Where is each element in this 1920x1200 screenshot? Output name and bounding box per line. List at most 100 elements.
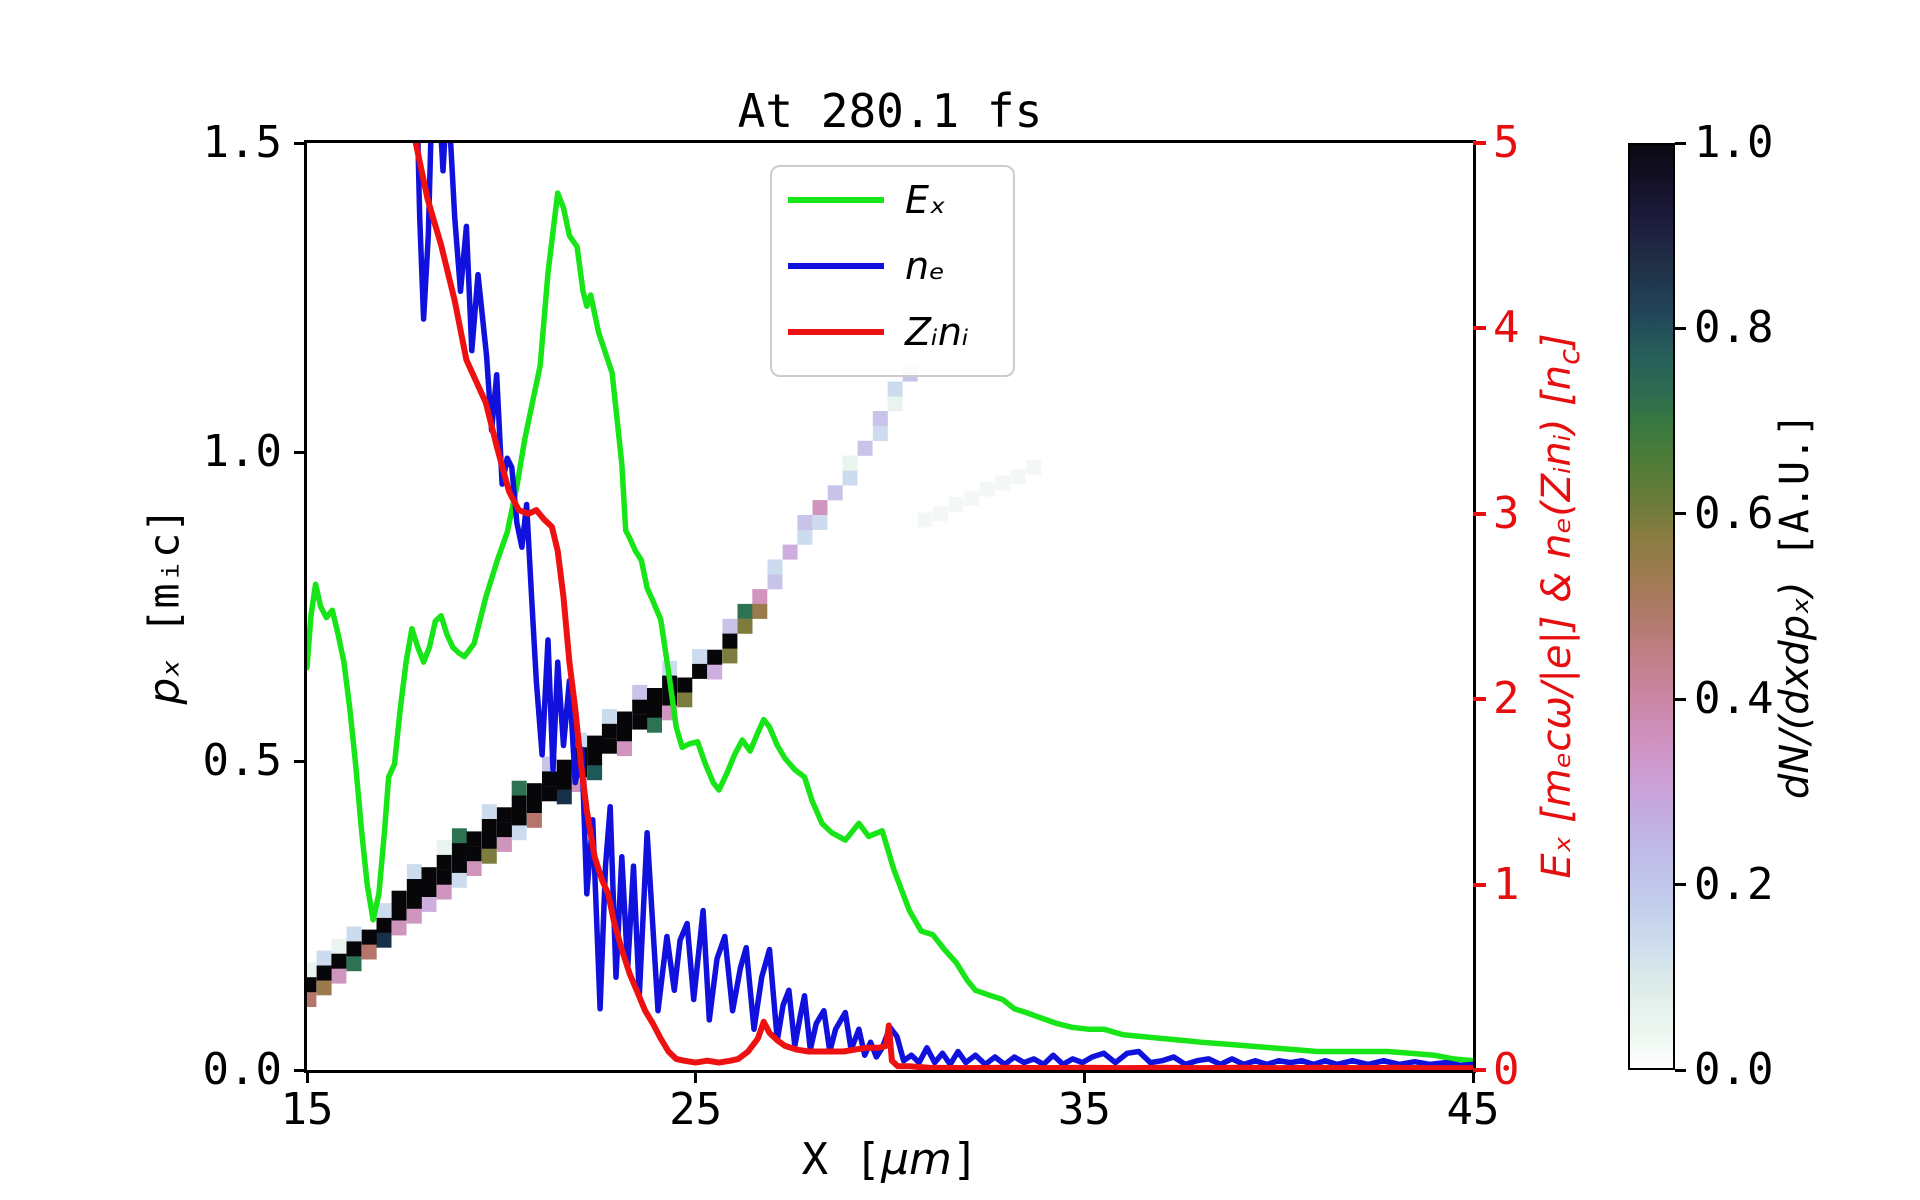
y-right-tick <box>1473 697 1486 702</box>
band-cell <box>436 854 452 870</box>
band-cell <box>617 741 632 757</box>
band-cell <box>752 589 768 605</box>
band-cell <box>496 822 512 838</box>
y-axis-label-left: pₓ [mᵢc] <box>139 507 189 705</box>
band-cell-faint <box>995 475 1011 491</box>
band-cell-faint <box>933 506 948 522</box>
band-cell <box>391 890 407 906</box>
band-cell <box>481 848 497 864</box>
band-cell <box>677 677 693 693</box>
legend-item-0: Eₓ <box>772 181 1017 219</box>
y-axis-label-right: Eₓ [mₑcω/|e|] & nₑ(Zᵢnᵢ) [nc] <box>1534 333 1586 879</box>
band-cell <box>451 843 467 859</box>
band-cell <box>307 977 317 993</box>
colorbar-tick-label: 0.4 <box>1694 673 1774 725</box>
band-cell <box>617 711 632 727</box>
band-cell <box>421 867 437 883</box>
y-left-tick <box>294 450 307 454</box>
band-cell <box>617 726 632 742</box>
y-right-tick-label: 3 <box>1493 487 1520 539</box>
legend-item-1: nₑ <box>772 247 1017 285</box>
band-cell <box>346 956 362 972</box>
colorbar-tick <box>1675 883 1686 887</box>
curve-Zini <box>412 143 1473 1070</box>
plot-title: At 280.1 fs <box>737 84 1043 138</box>
band-cell-faint <box>964 490 980 506</box>
band-cell <box>767 574 783 590</box>
band-cell <box>496 807 512 823</box>
band-cell <box>511 795 527 811</box>
band-cell <box>466 861 482 876</box>
band-cell <box>692 663 708 679</box>
y-right-tick <box>1473 326 1486 331</box>
band-cell <box>797 529 813 545</box>
x-tick <box>1471 1070 1475 1083</box>
band-cell <box>857 440 873 456</box>
band-cell <box>307 992 317 1007</box>
colorbar-tick-label: 1.0 <box>1694 117 1774 168</box>
y-left-tick <box>294 759 307 763</box>
band-cell <box>361 944 377 960</box>
band-cell <box>872 426 888 441</box>
band-cell <box>842 470 858 486</box>
band-cell <box>542 771 557 787</box>
band-cell <box>346 926 362 942</box>
y-left-tick <box>294 141 307 145</box>
x-tick <box>694 1070 698 1083</box>
legend-label: nₑ <box>905 244 945 288</box>
band-cell <box>556 759 572 775</box>
band-cell <box>647 702 662 718</box>
curve-Ex <box>307 190 1473 1064</box>
band-cell <box>331 953 347 969</box>
band-cell <box>376 932 392 948</box>
band-cell <box>466 831 482 847</box>
band-cell <box>466 846 482 862</box>
legend-box: Eₓ nₑ Zᵢnᵢ <box>770 165 1015 377</box>
band-cell <box>511 810 527 826</box>
band-cell <box>587 750 603 766</box>
colorbar-tick-label: 0.2 <box>1694 858 1774 910</box>
band-cell <box>361 929 377 945</box>
band-cell <box>511 780 527 796</box>
band-cell <box>436 840 452 855</box>
band-cell <box>481 833 497 849</box>
legend-line-swatch <box>788 263 884 269</box>
band-cell <box>632 714 648 730</box>
band-cell <box>767 559 783 575</box>
band-cell <box>496 836 512 852</box>
band-cell <box>346 941 362 957</box>
y-right-tick-label: 0 <box>1493 1044 1520 1095</box>
band-cell <box>451 872 467 888</box>
band-cell <box>707 664 723 680</box>
y-left-tick-label: 0.5 <box>202 735 282 786</box>
band-cell <box>737 603 753 619</box>
band-cell <box>647 717 662 733</box>
band-cell <box>451 857 467 873</box>
band-cell <box>722 633 738 649</box>
colorbar-tick-label: 0.8 <box>1694 302 1774 354</box>
band-cell <box>391 905 407 921</box>
band-cell <box>406 879 422 894</box>
y-left-tick <box>294 1068 307 1072</box>
band-cell <box>481 804 497 820</box>
legend-line-swatch <box>788 329 884 335</box>
y-right-tick-label: 5 <box>1493 117 1520 168</box>
y-right-tick-label: 4 <box>1493 302 1520 354</box>
band-cell <box>556 774 572 790</box>
band-cell <box>707 649 723 665</box>
band-cell <box>481 819 497 834</box>
x-tick-label: 25 <box>669 1084 723 1135</box>
legend-label: Zᵢnᵢ <box>905 310 969 354</box>
band-cell <box>752 603 768 619</box>
colorbar-tick <box>1675 697 1686 701</box>
band-cell <box>556 789 572 805</box>
colorbar-tick <box>1675 326 1686 330</box>
band-cell-faint <box>1010 469 1026 485</box>
band-cell <box>812 515 828 530</box>
band-cell <box>316 980 332 996</box>
legend-item-2: Zᵢnᵢ <box>772 313 1017 351</box>
colorbar-tick <box>1675 141 1686 145</box>
band-cell <box>526 812 542 828</box>
band-cell <box>542 786 557 802</box>
